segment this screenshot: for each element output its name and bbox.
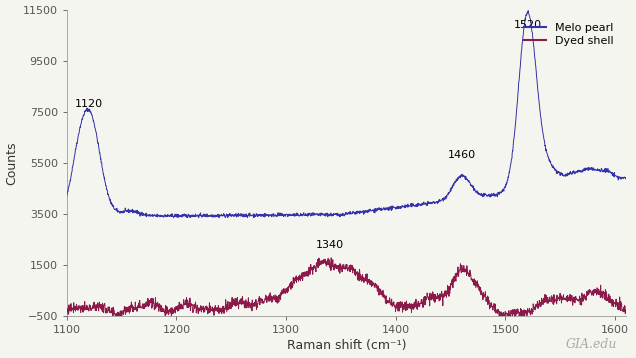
Text: 1520: 1520 — [513, 20, 541, 30]
X-axis label: Raman shift (cm⁻¹): Raman shift (cm⁻¹) — [287, 339, 406, 352]
Text: 1340: 1340 — [316, 240, 344, 250]
Text: GIA.edu: GIA.edu — [565, 338, 617, 351]
Y-axis label: Counts: Counts — [6, 141, 18, 185]
Legend: Melo pearl, Dyed shell: Melo pearl, Dyed shell — [519, 18, 618, 50]
Text: 1120: 1120 — [74, 99, 103, 109]
Text: 1460: 1460 — [448, 150, 476, 160]
